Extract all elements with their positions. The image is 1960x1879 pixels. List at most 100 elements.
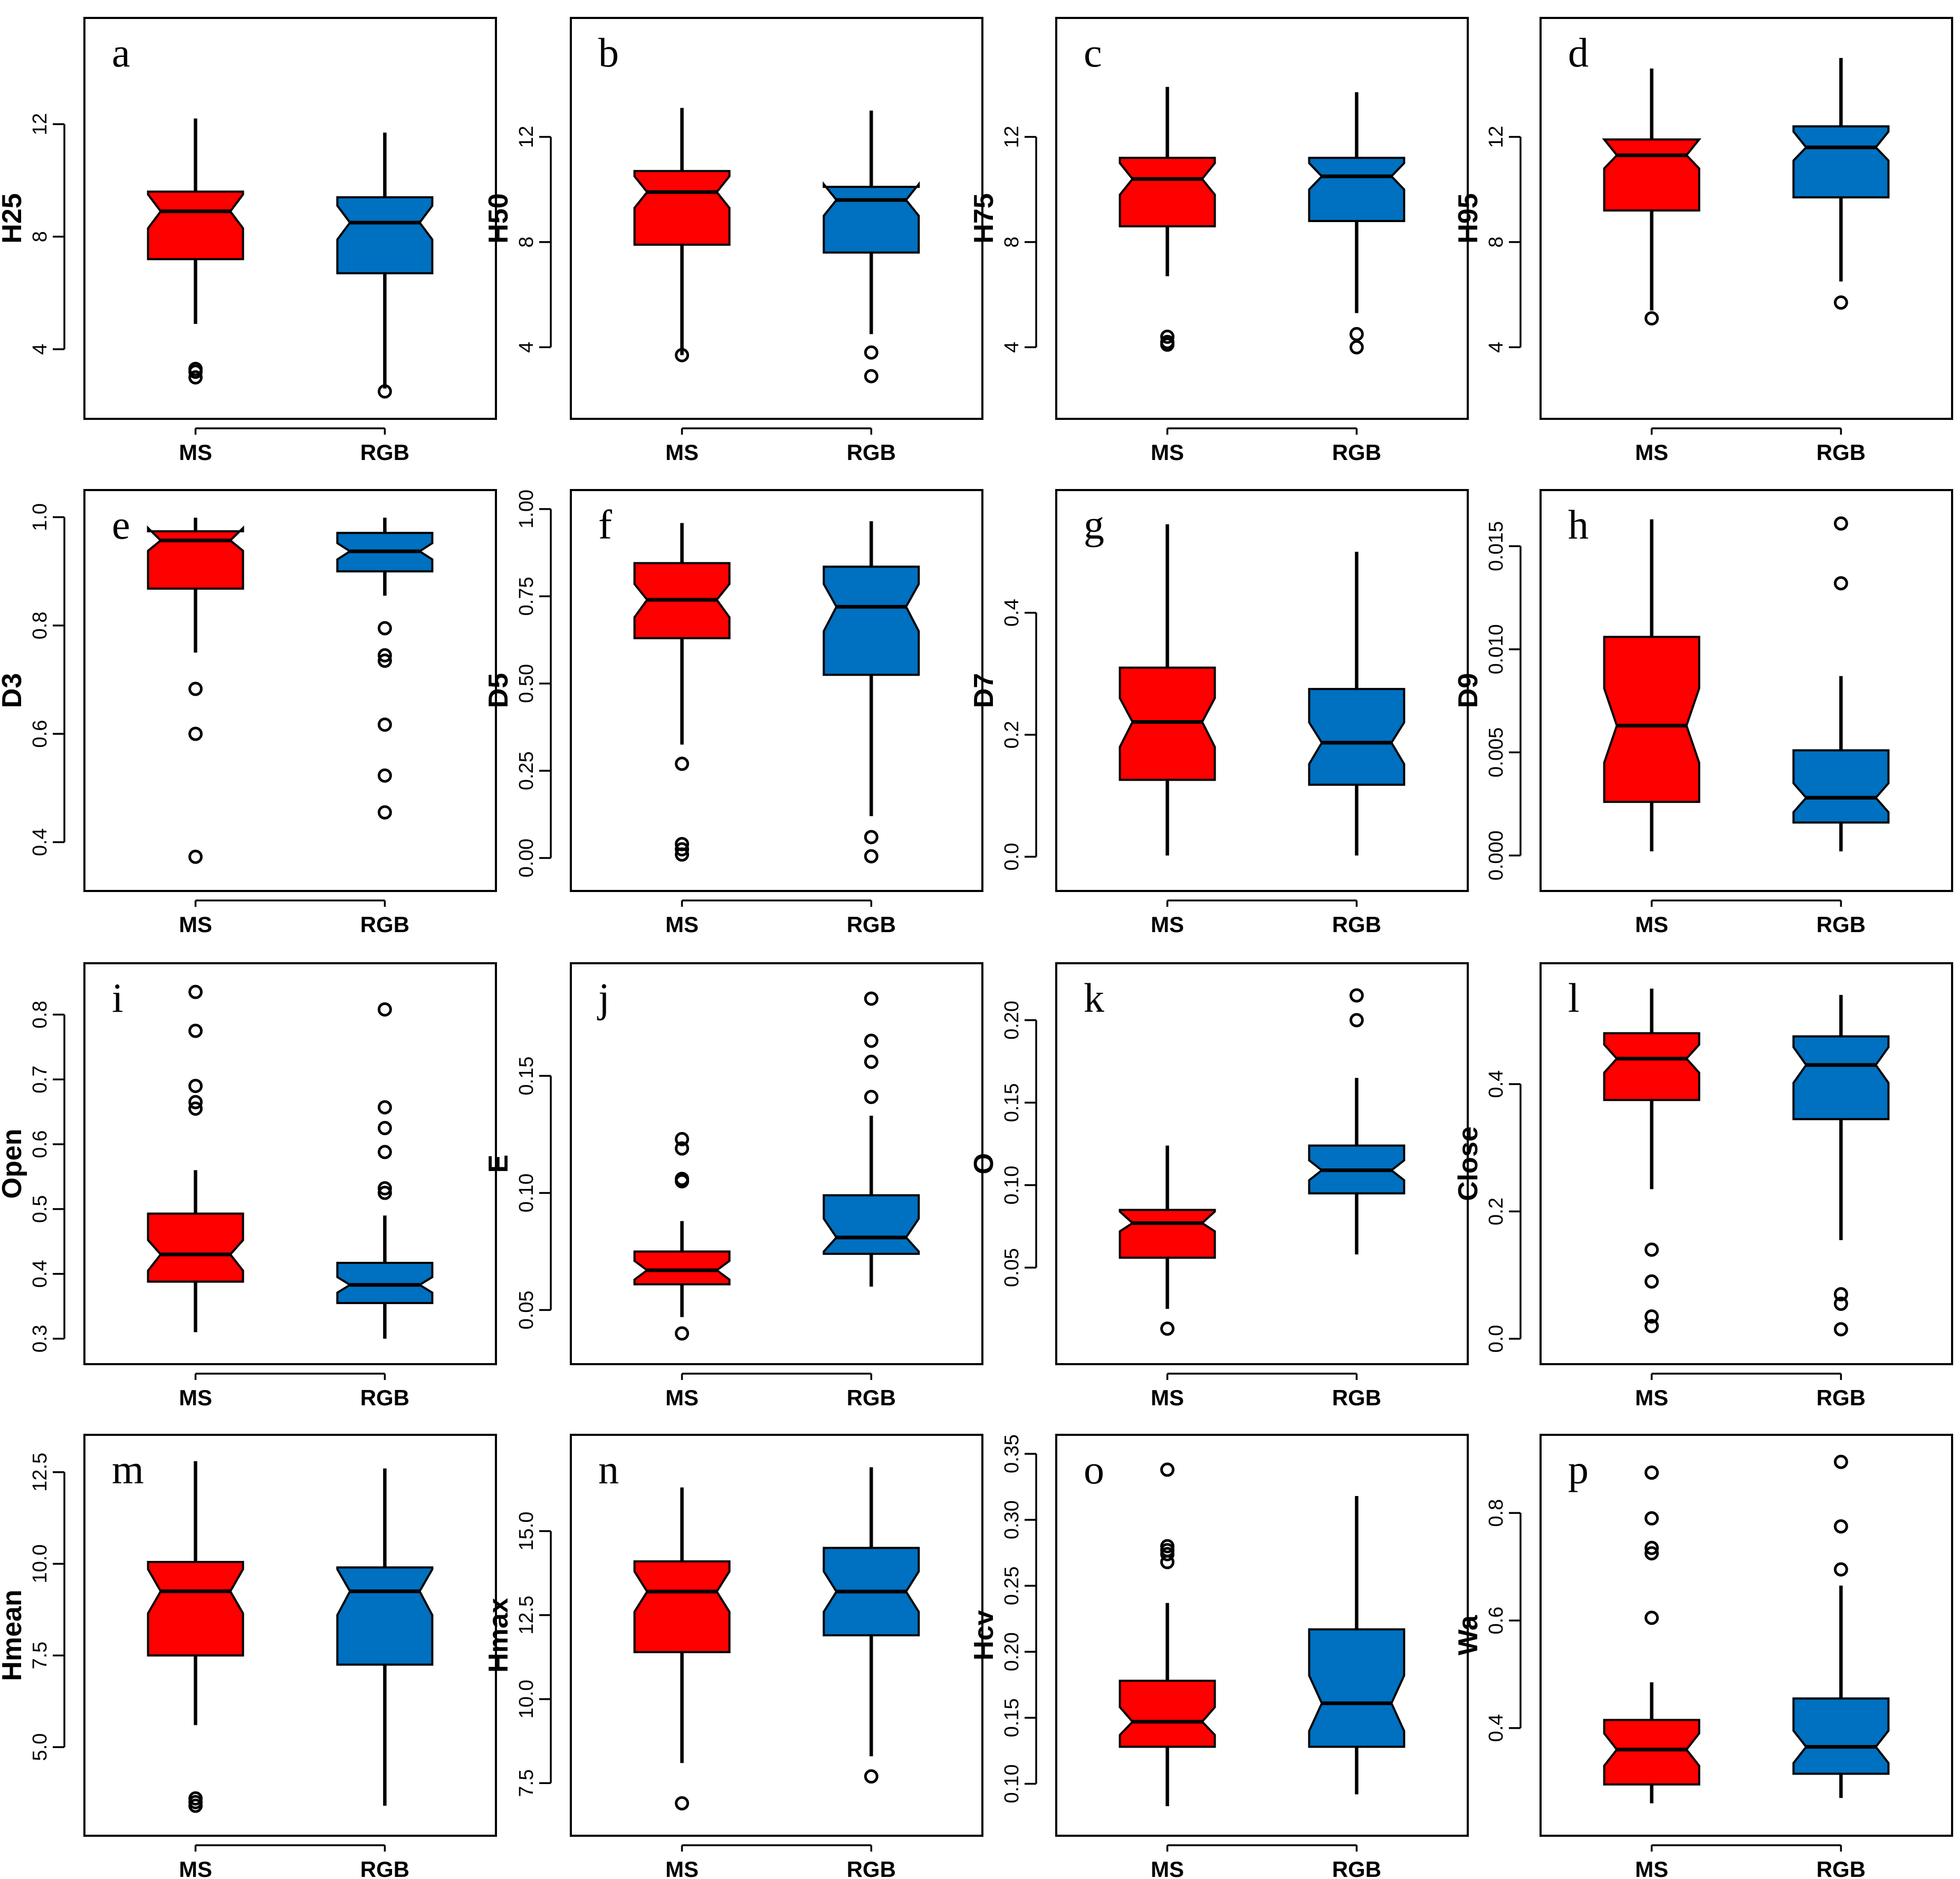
x-tick-label: RGB bbox=[1332, 912, 1381, 937]
box-rgb bbox=[1792, 516, 1890, 851]
box-rgb bbox=[1308, 551, 1406, 856]
outlier-point bbox=[675, 1174, 690, 1188]
box-ms bbox=[147, 1461, 244, 1813]
outlier-point bbox=[1349, 340, 1364, 354]
y-tick-label: 8 bbox=[1485, 236, 1507, 247]
panel-m: m 5.0 7.5 10.0 12.5 Hmean MS RGB bbox=[0, 1434, 497, 1879]
outlier-point bbox=[188, 1079, 203, 1094]
outlier-point bbox=[377, 1100, 392, 1115]
x-tick-label: RGB bbox=[1816, 440, 1866, 465]
outlier-point bbox=[1645, 1610, 1659, 1625]
notched-box bbox=[147, 1561, 244, 1657]
outlier-point bbox=[377, 384, 392, 399]
panel-e: e 0.4 0.6 0.8 1.0 D3 MS RGB bbox=[0, 489, 497, 937]
box-ms bbox=[633, 108, 731, 362]
box-ms bbox=[147, 517, 244, 864]
y-tick-label: 1.0 bbox=[29, 503, 51, 531]
box-ms bbox=[633, 523, 731, 862]
notched-box bbox=[1308, 157, 1406, 222]
y-tick-label: 0.4 bbox=[1485, 1714, 1507, 1742]
x-tick-label: MS bbox=[179, 912, 212, 937]
panel-letter: l bbox=[1568, 975, 1580, 1021]
box-ms bbox=[633, 1132, 731, 1341]
box-ms bbox=[147, 118, 244, 385]
y-tick-label: 0.5 bbox=[29, 1195, 51, 1223]
panel-letter: o bbox=[1084, 1446, 1104, 1492]
outlier-point bbox=[1833, 1454, 1848, 1469]
plot-frame bbox=[1055, 1434, 1469, 1837]
y-tick-label: 0.6 bbox=[1485, 1607, 1507, 1635]
y-tick-label: 12.5 bbox=[515, 1596, 538, 1635]
y-tick-label: 0.10 bbox=[1001, 1166, 1023, 1205]
y-tick-label: 4 bbox=[1485, 342, 1507, 353]
outlier-point bbox=[188, 726, 203, 741]
box-rgb bbox=[823, 110, 920, 384]
y-tick-label: 0.000 bbox=[1485, 830, 1507, 880]
outlier-point bbox=[1645, 1511, 1659, 1526]
x-tick-label: MS bbox=[1151, 1857, 1184, 1879]
outlier-point bbox=[1645, 1319, 1659, 1334]
y-tick-label: 0.6 bbox=[29, 1130, 51, 1158]
outlier-point bbox=[188, 682, 203, 696]
y-tick-label: 4 bbox=[29, 343, 51, 354]
y-tick-label: 0.75 bbox=[515, 577, 538, 616]
x-tick-label: MS bbox=[179, 1857, 212, 1879]
y-axis-label: D7 bbox=[969, 673, 999, 708]
plot-frame bbox=[83, 1434, 497, 1837]
x-tick-label: MS bbox=[1635, 440, 1668, 465]
y-tick-label: 15.0 bbox=[515, 1512, 538, 1551]
outlier-point bbox=[377, 1185, 392, 1200]
outlier-point bbox=[377, 648, 392, 663]
box-rgb bbox=[823, 991, 920, 1287]
panel-c: c 4 8 12 H75 MS RGB bbox=[969, 17, 1469, 465]
outlier-point bbox=[864, 345, 878, 360]
plot-frame bbox=[1055, 17, 1469, 420]
notched-box bbox=[147, 1212, 244, 1283]
y-tick-label: 0.2 bbox=[1485, 1197, 1507, 1225]
y-tick-label: 0.4 bbox=[1485, 1070, 1507, 1098]
panel-letter: h bbox=[1568, 502, 1589, 548]
outlier-point bbox=[864, 1769, 878, 1784]
y-axis-label: D9 bbox=[1453, 673, 1484, 708]
box-rgb bbox=[823, 521, 920, 864]
outlier-point bbox=[1833, 576, 1848, 591]
panel-g: g 0.0 0.2 0.4 D7 MS RGB bbox=[969, 489, 1469, 937]
y-tick-label: 12 bbox=[29, 113, 51, 135]
notched-box bbox=[1118, 1680, 1216, 1748]
panel-h: h 0.000 0.005 0.010 0.015 D9 MS RGB bbox=[1453, 489, 1953, 937]
y-tick-label: 0.6 bbox=[29, 720, 51, 748]
x-tick-label: RGB bbox=[1816, 912, 1866, 937]
box-rgb bbox=[336, 1002, 434, 1339]
outlier-point bbox=[1160, 1462, 1175, 1477]
plot-frame bbox=[1540, 962, 1953, 1365]
y-tick-label: 0.0 bbox=[1485, 1325, 1507, 1353]
outlier-point bbox=[188, 984, 203, 999]
panel-letter: e bbox=[112, 502, 130, 548]
x-tick-label: RGB bbox=[1332, 440, 1381, 465]
outlier-point bbox=[377, 717, 392, 732]
plot-frame bbox=[83, 962, 497, 1365]
x-tick-label: RGB bbox=[1816, 1385, 1866, 1410]
box-ms bbox=[1118, 524, 1216, 856]
outlier-point bbox=[675, 842, 690, 857]
notched-box bbox=[823, 181, 920, 254]
y-tick-label: 0.25 bbox=[1001, 1566, 1023, 1605]
plot-frame bbox=[1540, 489, 1953, 892]
y-tick-label: 0.00 bbox=[515, 839, 538, 878]
outlier-point bbox=[1833, 1297, 1848, 1311]
x-tick-label: MS bbox=[1151, 440, 1184, 465]
plot-frame bbox=[1055, 962, 1469, 1365]
panel-l: l 0.0 0.2 0.4 Close MS RGB bbox=[1453, 962, 1953, 1410]
panel-letter: i bbox=[112, 975, 123, 1021]
box-ms bbox=[1603, 1465, 1700, 1804]
plot-frame bbox=[1540, 17, 1953, 420]
y-tick-label: 7.5 bbox=[515, 1769, 538, 1797]
plot-frame bbox=[83, 17, 497, 420]
panel-letter: p bbox=[1568, 1446, 1589, 1492]
y-tick-label: 12 bbox=[1485, 126, 1507, 148]
panel-letter: n bbox=[598, 1446, 619, 1492]
box-ms bbox=[147, 984, 244, 1332]
x-tick-label: RGB bbox=[360, 1385, 409, 1410]
box-rgb bbox=[1792, 57, 1890, 310]
